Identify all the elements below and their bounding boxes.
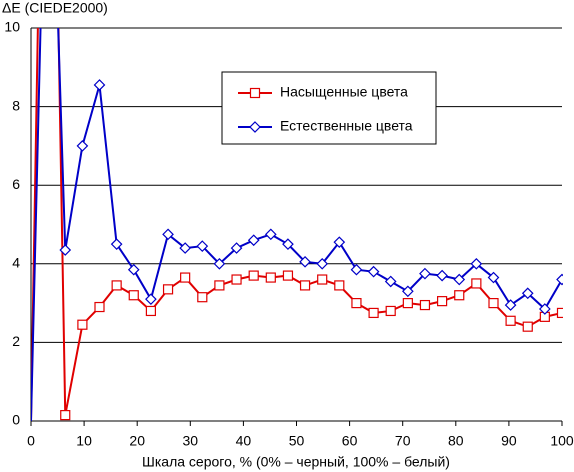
data-point: [197, 292, 208, 303]
legend-label: Естественные цвета: [280, 118, 413, 134]
data-point: [299, 255, 311, 268]
data-point: [419, 267, 431, 280]
data-point: [162, 228, 174, 241]
data-point: [351, 298, 362, 309]
x-tick-label: 40: [236, 433, 252, 449]
data-point: [385, 305, 396, 317]
series-line: [31, 28, 563, 422]
data-point: [488, 298, 499, 309]
data-point: [384, 275, 397, 288]
data-point: [334, 280, 345, 291]
data-point: [402, 285, 414, 298]
y-tick-label: 6: [12, 176, 20, 192]
legend-marker: [249, 121, 261, 133]
data-point: [453, 273, 466, 286]
data-point: [94, 301, 105, 313]
data-point: [180, 272, 191, 283]
data-point: [505, 315, 516, 326]
x-tick-label: 20: [129, 433, 145, 449]
data-point: [213, 257, 226, 270]
data-point: [556, 307, 563, 319]
data-point: [93, 79, 106, 91]
data-point: [521, 287, 534, 300]
data-point: [556, 273, 563, 286]
data-point: [77, 319, 88, 330]
data-point: [264, 228, 277, 241]
x-tick-label: 80: [448, 433, 464, 449]
data-point: [247, 234, 260, 247]
x-tick-label: 70: [395, 433, 411, 449]
data-point: [110, 238, 123, 250]
data-point: [470, 257, 483, 270]
x-tick-label: 90: [501, 433, 517, 449]
data-point: [231, 274, 242, 285]
data-point: [265, 272, 276, 283]
data-point: [402, 298, 413, 309]
data-point: [162, 284, 174, 295]
data-point: [179, 242, 191, 254]
data-point: [76, 140, 89, 152]
x-tick-label: 0: [27, 433, 35, 449]
x-tick-label: 30: [183, 433, 199, 449]
y-tick-label: 0: [12, 412, 20, 428]
y-tick-label: 8: [12, 97, 20, 113]
data-point: [282, 270, 294, 281]
data-point: [504, 299, 517, 311]
data-point: [487, 271, 500, 284]
data-point: [60, 410, 71, 421]
data-point: [454, 290, 465, 301]
data-point: [127, 263, 140, 276]
plot-area: [31, 28, 563, 422]
x-tick-label: 50: [289, 433, 305, 449]
chart-title: ΔE (CIEDE2000): [2, 0, 108, 16]
data-point: [522, 321, 533, 332]
y-tick-label: 4: [12, 255, 20, 271]
y-tick-label: 2: [12, 333, 20, 349]
x-tick-label: 60: [342, 433, 358, 449]
data-point: [367, 265, 380, 278]
data-point: [539, 303, 551, 315]
data-point: [471, 278, 482, 289]
data-point: [419, 299, 431, 311]
data-point: [316, 257, 329, 270]
data-point: [230, 242, 243, 254]
data-point: [111, 280, 122, 291]
x-axis-label: Шкала серого, % (0% – черный, 100% – бел…: [142, 454, 450, 470]
legend-box: [221, 71, 437, 145]
data-point: [350, 263, 363, 276]
data-point: [214, 280, 225, 291]
data-point: [128, 290, 139, 301]
data-point: [145, 293, 157, 306]
data-point: [282, 238, 294, 250]
data-point: [145, 305, 156, 317]
x-tick-label: 10: [76, 433, 92, 449]
x-tick-label: 100: [550, 433, 574, 449]
data-point: [368, 307, 379, 319]
data-point: [437, 296, 448, 307]
y-tick-label: 10: [4, 19, 20, 35]
data-point: [299, 280, 311, 291]
data-point: [333, 236, 346, 249]
data-point: [59, 244, 72, 256]
data-point: [196, 240, 209, 252]
legend-label: Насыщенные цвета: [280, 84, 408, 100]
data-point: [436, 269, 448, 282]
series-line: [31, 28, 563, 422]
data-point: [248, 270, 259, 281]
legend-marker: [249, 87, 261, 99]
data-point: [317, 274, 328, 285]
